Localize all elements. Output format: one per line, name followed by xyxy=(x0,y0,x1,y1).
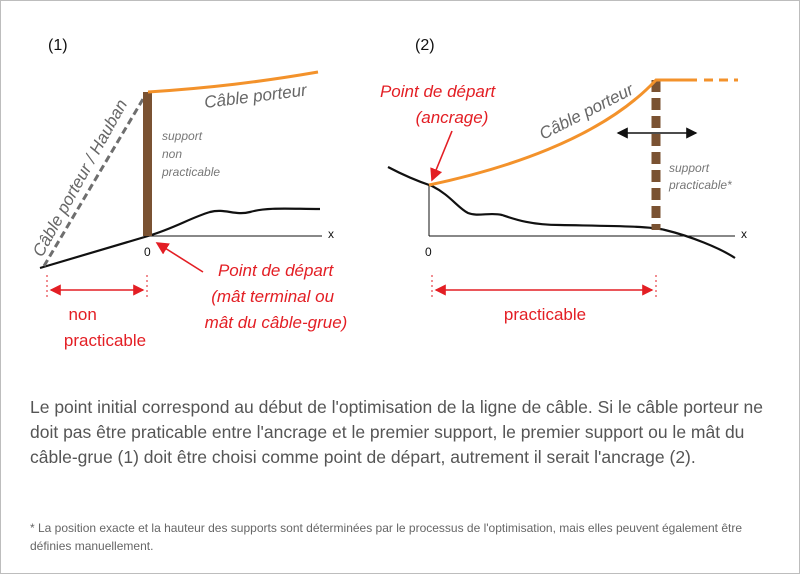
terrain-line-1 xyxy=(39,207,321,270)
start-point-label-1-line3: mât du câble-grue) xyxy=(205,313,348,332)
origin-label-2: 0 xyxy=(425,245,432,259)
support-label-1-line2: non xyxy=(162,147,182,161)
footnote-text: * La position exacte et la hauteur des s… xyxy=(30,521,743,553)
x-axis-label-1: x xyxy=(328,227,334,241)
support-label-1-line3: practicable xyxy=(161,165,220,179)
carrying-cable-1 xyxy=(147,70,319,94)
start-point-arrow-2 xyxy=(430,130,453,182)
panel-1-label: (1) xyxy=(48,37,68,54)
support-label-1: support non practicable xyxy=(161,129,220,179)
support-label-1-line1: support xyxy=(162,129,203,143)
carrying-cable-2 xyxy=(428,78,697,187)
start-point-label-2-line1: Point de départ xyxy=(380,82,497,101)
terrain-line-2 xyxy=(387,166,736,259)
start-point-label-1-line2: (mât terminal ou xyxy=(211,287,334,306)
range-label-1-line1: non xyxy=(68,305,96,324)
range-label-2: practicable xyxy=(504,305,586,324)
guy-cable-label: Câble porteur / Hauban xyxy=(29,96,131,260)
start-point-label-2: Point de départ (ancrage) xyxy=(380,82,500,127)
start-point-label-2-line2: (ancrage) xyxy=(416,108,489,127)
x-axis-label-2: x xyxy=(741,227,747,241)
start-point-label-1: Point de départ (mât terminal ou mât du … xyxy=(205,261,348,332)
panel-2: (2) x 0 Câble porteur Point de départ (a… xyxy=(380,37,747,324)
caption-text: Le point initial correspond au début de … xyxy=(30,397,763,467)
range-label-1-line2: practicable xyxy=(64,331,146,350)
start-point-label-1-line1: Point de départ xyxy=(218,261,335,280)
range-label-1: non practicable xyxy=(64,305,146,350)
origin-label-1: 0 xyxy=(144,245,151,259)
panel-2-label: (2) xyxy=(415,37,435,54)
support-label-2-line2: practicable* xyxy=(668,178,732,192)
cable-diagram: (1) x 0 Câble porteur Câble porteur / Ha… xyxy=(29,37,747,350)
terminal-mast xyxy=(143,92,152,236)
start-point-arrow-1 xyxy=(155,242,204,273)
support-label-2: support practicable* xyxy=(668,161,732,192)
panel-1: (1) x 0 Câble porteur Câble porteur / Ha… xyxy=(29,37,347,350)
support-label-2-line1: support xyxy=(669,161,710,175)
guy-cable-dashed xyxy=(42,93,148,267)
carrying-cable-label-2: Câble porteur xyxy=(536,79,638,143)
